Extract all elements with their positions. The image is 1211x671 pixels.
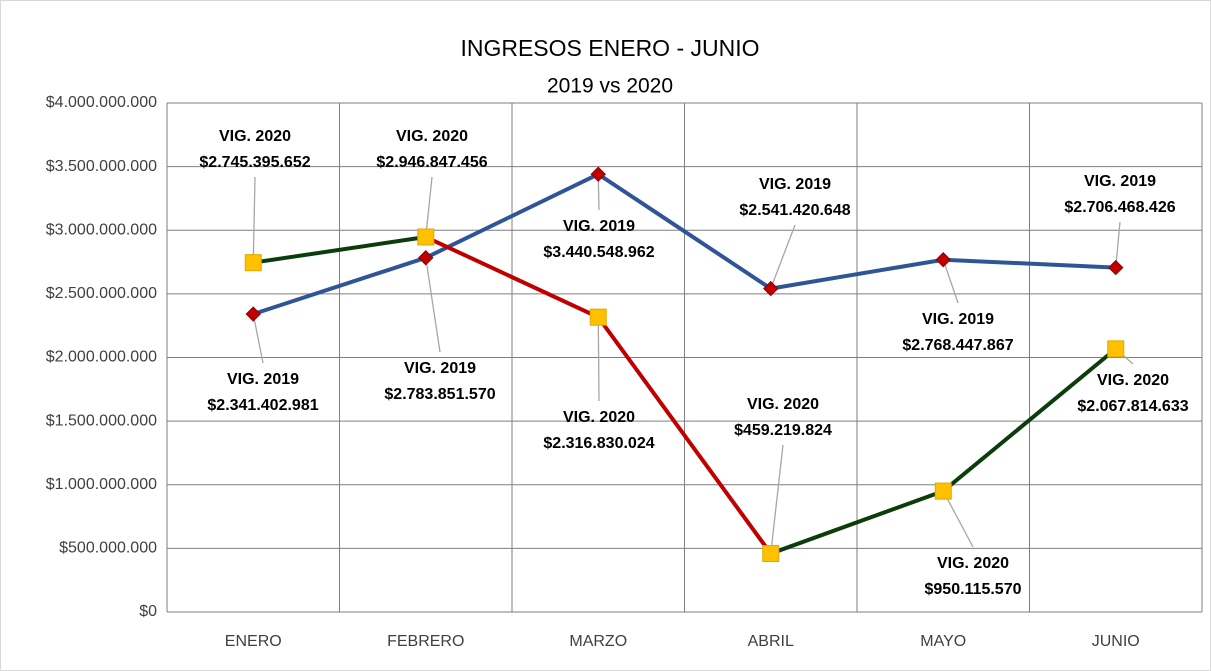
data-label: $3.440.548.962: [543, 244, 654, 261]
leader-line: [597, 317, 600, 402]
marker: [763, 280, 779, 297]
marker: [934, 482, 952, 500]
x-tick-label: MARZO: [569, 633, 627, 650]
data-label: $2.316.830.024: [543, 435, 654, 452]
marker: [590, 166, 606, 182]
data-label: $2.745.395.652: [199, 154, 310, 171]
leader-line: [1115, 221, 1121, 268]
x-tick-label: JUNIO: [1092, 633, 1140, 650]
y-tick-label: $4.000.000.000: [46, 94, 157, 111]
y-tick-label: $500.000.000: [59, 540, 157, 557]
data-label: $2.946.847.456: [376, 154, 487, 171]
leader-line: [425, 176, 433, 238]
leader-line: [252, 313, 264, 364]
marker: [245, 306, 261, 322]
data-label: $2.541.420.648: [739, 202, 850, 219]
data-label-name: VIG. 2020: [1097, 372, 1169, 389]
data-label-name: VIG. 2019: [759, 176, 831, 193]
x-tick-label: ENERO: [225, 633, 282, 650]
series-segment: [251, 235, 428, 265]
marker: [244, 254, 262, 272]
marker: [417, 228, 435, 246]
leader-line: [770, 224, 796, 289]
leader-line: [252, 176, 256, 263]
marker: [762, 545, 780, 563]
series-segment: [596, 315, 773, 556]
y-tick-label: $3.500.000.000: [46, 158, 157, 175]
data-label-name: VIG. 2020: [396, 128, 468, 145]
leader-line: [942, 490, 974, 548]
leader-line: [942, 259, 959, 304]
leader-line: [770, 444, 784, 554]
marker: [589, 308, 607, 326]
y-tick-label: $1.000.000.000: [46, 476, 157, 493]
x-tick-label: FEBRERO: [387, 633, 464, 650]
data-label-name: VIG. 2019: [563, 218, 635, 235]
series-segment: [941, 346, 1118, 494]
data-label-name: VIG. 2019: [404, 360, 476, 377]
data-label-name: VIG. 2019: [227, 371, 299, 388]
y-tick-label: $0: [139, 603, 157, 620]
data-label-name: VIG. 2020: [563, 409, 635, 426]
data-label: $950.115.570: [925, 581, 1022, 598]
chart-subtitle: 2019 vs 2020: [547, 75, 673, 98]
data-label-name: VIG. 2020: [937, 555, 1009, 572]
x-tick-label: MAYO: [920, 633, 966, 650]
series-line: [252, 171, 1116, 316]
data-label: $2.067.814.633: [1077, 398, 1188, 415]
y-tick-label: $1.500.000.000: [46, 412, 157, 429]
leader-line: [425, 257, 441, 353]
chart-title: INGRESOS ENERO - JUNIO: [460, 35, 759, 61]
data-label-name: VIG. 2020: [747, 396, 819, 413]
data-label-name: VIG. 2019: [922, 311, 994, 328]
data-label-name: VIG. 2020: [219, 128, 291, 145]
marker: [935, 252, 951, 268]
data-label: $2.768.447.867: [902, 337, 1013, 354]
y-tick-label: $3.000.000.000: [46, 221, 157, 238]
marker: [418, 250, 434, 266]
x-tick-label: ABRIL: [748, 633, 794, 650]
y-tick-label: $2.000.000.000: [46, 349, 157, 366]
y-tick-label: $2.500.000.000: [46, 285, 157, 302]
series-segment: [768, 489, 946, 556]
data-label: $459.219.824: [734, 422, 832, 439]
series-segment: [423, 235, 601, 320]
data-label: $2.783.851.570: [384, 386, 495, 403]
data-label-name: VIG. 2019: [1084, 173, 1156, 190]
data-label: $2.706.468.426: [1064, 199, 1175, 216]
data-label: $2.341.402.981: [207, 397, 318, 414]
marker: [1108, 259, 1124, 276]
marker: [1107, 340, 1125, 358]
